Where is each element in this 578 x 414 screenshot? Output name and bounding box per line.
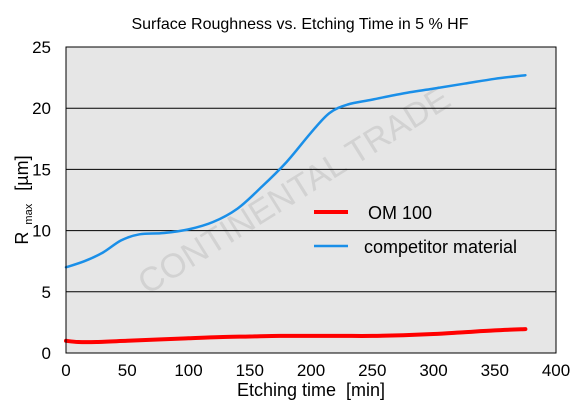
chart-title: Surface Roughness vs. Etching Time in 5 … xyxy=(131,16,468,33)
plot-area xyxy=(66,47,556,353)
y-axis-label: R max [µm] xyxy=(12,155,36,244)
series-layer xyxy=(64,73,528,345)
legend-label: competitor material xyxy=(364,237,517,257)
x-axis-label: Etching time [min] xyxy=(237,380,385,400)
x-tick-label: 150 xyxy=(236,361,264,380)
x-tick-label: 100 xyxy=(174,361,202,380)
legend-label: OM 100 xyxy=(368,203,432,223)
y-axis-label-unit: [µm] xyxy=(12,155,32,190)
y-tick-label: 5 xyxy=(42,283,51,302)
x-tick-label: 200 xyxy=(297,361,325,380)
series-line-om-100 xyxy=(64,327,528,345)
y-tick-label: 25 xyxy=(32,38,51,57)
y-axis-label-sub: max xyxy=(23,203,35,224)
gridlines xyxy=(66,107,556,293)
y-axis-label-text: R max [µm] xyxy=(12,155,36,244)
legend: OM 100 competitor material xyxy=(314,203,517,257)
y-tick-label: 0 xyxy=(42,344,51,363)
y-tick-label: 15 xyxy=(32,160,51,179)
x-tick-label: 250 xyxy=(358,361,386,380)
x-tick-labels: 0 50 100 150 200 250 300 350 400 xyxy=(61,361,570,380)
x-tick-label: 0 xyxy=(61,361,70,380)
y-tick-label: 10 xyxy=(32,222,51,241)
series-line-competitor-material xyxy=(64,73,527,269)
x-tick-label: 400 xyxy=(542,361,570,380)
plot-border xyxy=(65,46,557,354)
x-tick-label: 50 xyxy=(118,361,137,380)
x-tick-label: 350 xyxy=(481,361,509,380)
x-tick-label: 300 xyxy=(419,361,447,380)
y-axis-label-main: R xyxy=(12,232,32,245)
y-tick-label: 20 xyxy=(32,99,51,118)
y-tick-labels: 0 5 10 15 20 25 xyxy=(32,38,51,363)
